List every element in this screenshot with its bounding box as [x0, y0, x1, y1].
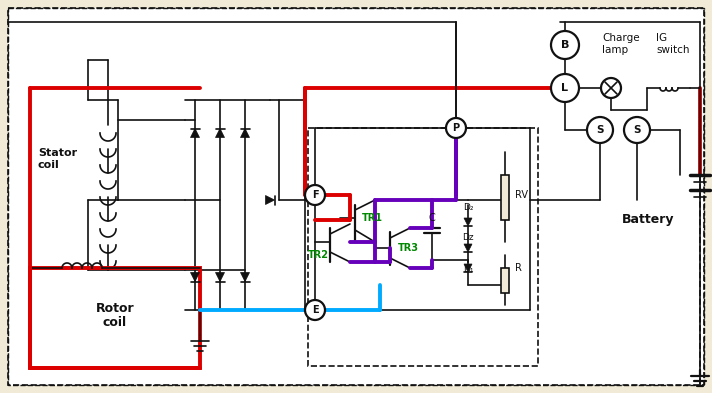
Circle shape	[305, 185, 325, 205]
Text: D₂: D₂	[463, 204, 473, 213]
Polygon shape	[241, 272, 249, 281]
Polygon shape	[266, 195, 275, 204]
Text: Stator: Stator	[38, 148, 77, 158]
Text: RV: RV	[515, 190, 528, 200]
Bar	[30, 268, 200, 368]
Polygon shape	[464, 218, 472, 226]
Text: L: L	[562, 83, 568, 93]
Text: TR1: TR1	[362, 213, 382, 223]
Polygon shape	[241, 129, 249, 138]
Text: coil: coil	[38, 160, 60, 170]
Text: Charge: Charge	[602, 33, 639, 43]
Bar	[501, 268, 509, 292]
Circle shape	[305, 300, 325, 320]
Text: switch: switch	[656, 45, 689, 55]
Circle shape	[587, 117, 613, 143]
Text: D₁: D₁	[463, 266, 473, 274]
Text: F: F	[312, 190, 318, 200]
Text: R: R	[515, 263, 522, 273]
Text: coil: coil	[103, 316, 127, 329]
Polygon shape	[216, 129, 224, 138]
Text: TR3: TR3	[397, 243, 419, 253]
Text: S: S	[596, 125, 604, 135]
Circle shape	[624, 117, 650, 143]
Text: B: B	[561, 40, 569, 50]
Text: S: S	[633, 125, 641, 135]
Polygon shape	[191, 129, 199, 138]
Bar	[501, 174, 509, 220]
Text: Rotor: Rotor	[95, 301, 135, 314]
Polygon shape	[216, 272, 224, 281]
Bar	[308, 128, 538, 366]
Text: Dz: Dz	[462, 233, 473, 242]
Text: lamp: lamp	[602, 45, 628, 55]
Circle shape	[601, 78, 621, 98]
Polygon shape	[464, 244, 472, 252]
Circle shape	[551, 31, 579, 59]
Polygon shape	[464, 264, 472, 272]
Text: E: E	[312, 305, 318, 315]
Text: C: C	[429, 213, 435, 223]
Text: P: P	[452, 123, 459, 133]
Circle shape	[446, 118, 466, 138]
Text: Battery: Battery	[622, 213, 674, 226]
Polygon shape	[191, 272, 199, 281]
Text: IG: IG	[656, 33, 667, 43]
Text: TR2: TR2	[308, 250, 328, 260]
Circle shape	[551, 74, 579, 102]
